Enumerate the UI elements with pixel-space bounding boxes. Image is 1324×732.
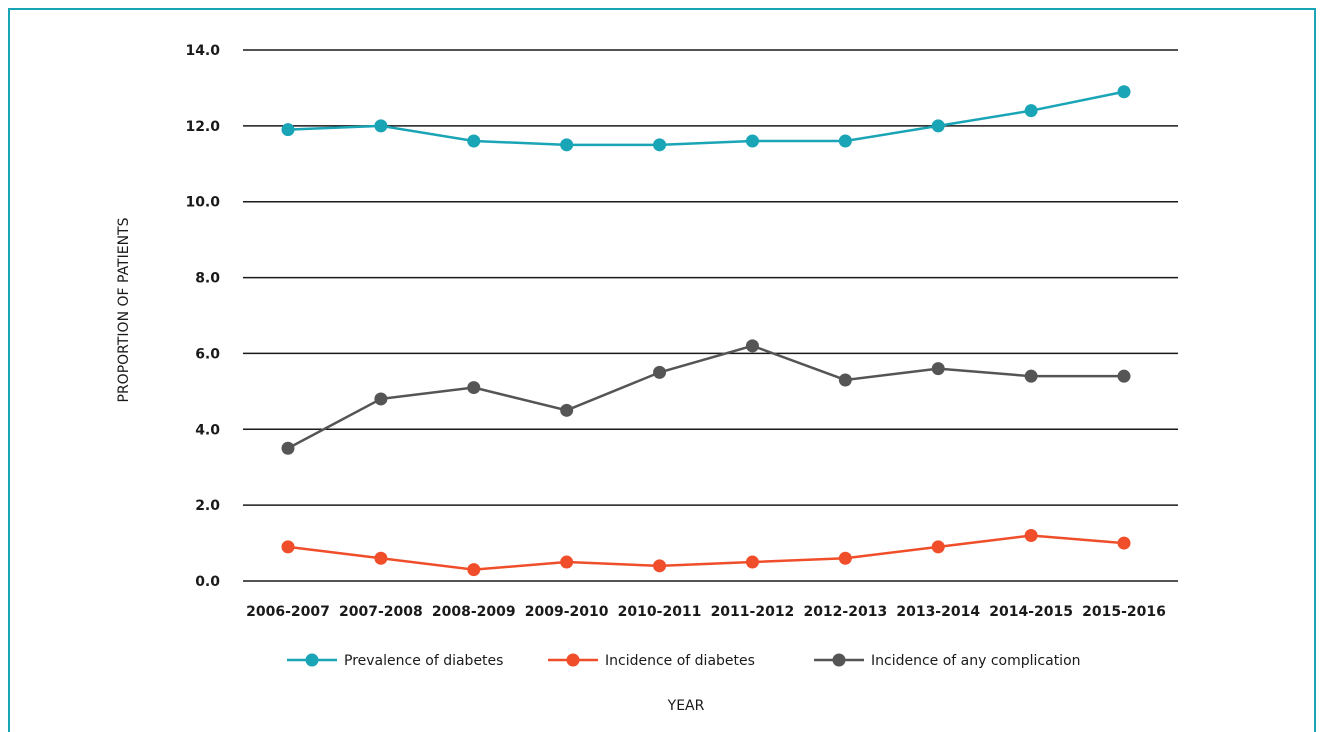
legend-marker-1 bbox=[566, 653, 580, 667]
data-point bbox=[560, 138, 574, 152]
data-point bbox=[745, 134, 759, 148]
y-tick-label: 8.0 bbox=[195, 271, 220, 287]
y-tick-label: 12.0 bbox=[185, 119, 220, 135]
x-tick-label: 2014-2015 bbox=[989, 604, 1073, 620]
data-point bbox=[374, 551, 388, 565]
data-point bbox=[374, 392, 388, 406]
y-tick-label: 6.0 bbox=[195, 346, 220, 362]
x-tick-label: 2013-2014 bbox=[896, 604, 980, 620]
data-point bbox=[560, 555, 574, 569]
series-group bbox=[281, 85, 1131, 577]
data-point bbox=[931, 119, 945, 133]
data-point bbox=[838, 134, 852, 148]
legend-label-1: Incidence of diabetes bbox=[605, 653, 755, 669]
x-tick-label: 2006-2007 bbox=[246, 604, 330, 620]
gridlines bbox=[243, 49, 1178, 582]
series-line-1 bbox=[287, 534, 1125, 571]
data-point bbox=[374, 119, 388, 133]
legend-label-0: Prevalence of diabetes bbox=[344, 653, 503, 669]
x-axis-title: YEAR bbox=[667, 698, 705, 714]
x-tick-label: 2010-2011 bbox=[618, 604, 702, 620]
y-tick-label: 0.0 bbox=[195, 574, 220, 590]
y-axis-title: PROPORTION OF PATIENTS bbox=[116, 217, 132, 402]
data-point bbox=[281, 540, 295, 554]
x-tick-label: 2009-2010 bbox=[525, 604, 609, 620]
x-axis-ticks: 2006-2007 2007-2008 2008-2009 2009-2010 2010… bbox=[246, 604, 1166, 620]
data-point bbox=[281, 123, 295, 137]
series-line-0 bbox=[287, 90, 1125, 147]
legend-marker-0 bbox=[305, 653, 319, 667]
y-tick-label: 4.0 bbox=[195, 422, 220, 438]
data-point bbox=[1024, 369, 1038, 383]
data-point bbox=[467, 381, 481, 395]
y-tick-label: 10.0 bbox=[185, 195, 220, 211]
series-line-2 bbox=[287, 344, 1124, 450]
y-tick-label: 14.0 bbox=[185, 43, 220, 59]
data-point bbox=[653, 365, 667, 379]
data-point bbox=[560, 403, 574, 417]
data-point bbox=[931, 540, 945, 554]
x-tick-label: 2015-2016 bbox=[1082, 604, 1166, 620]
data-point bbox=[1117, 536, 1131, 550]
data-point bbox=[281, 441, 295, 455]
chart-frame bbox=[8, 8, 1316, 732]
data-point bbox=[838, 551, 852, 565]
data-point bbox=[1117, 85, 1131, 99]
data-point bbox=[653, 138, 667, 152]
legend-marker-2 bbox=[832, 653, 846, 667]
legend-label-2: Incidence of any complication bbox=[871, 653, 1081, 669]
data-point bbox=[838, 373, 852, 387]
x-tick-label: 2012-2013 bbox=[803, 604, 887, 620]
y-axis-ticks: 0.0 2.0 4.0 6.0 8.0 10.0 12.0 14.0 bbox=[185, 43, 220, 590]
y-tick-label: 2.0 bbox=[195, 498, 220, 514]
x-tick-label: 2011-2012 bbox=[711, 604, 795, 620]
data-point bbox=[745, 339, 759, 353]
data-point bbox=[467, 563, 481, 577]
x-tick-label: 2008-2009 bbox=[432, 604, 516, 620]
data-point bbox=[931, 362, 945, 376]
data-point bbox=[653, 559, 667, 573]
data-point bbox=[1024, 104, 1038, 118]
data-point bbox=[745, 555, 759, 569]
data-point bbox=[1117, 369, 1131, 383]
legend: Prevalence of diabetes Incidence of diabe… bbox=[287, 653, 1081, 669]
data-point bbox=[1024, 528, 1038, 542]
data-point bbox=[467, 134, 481, 148]
x-tick-label: 2007-2008 bbox=[339, 604, 423, 620]
